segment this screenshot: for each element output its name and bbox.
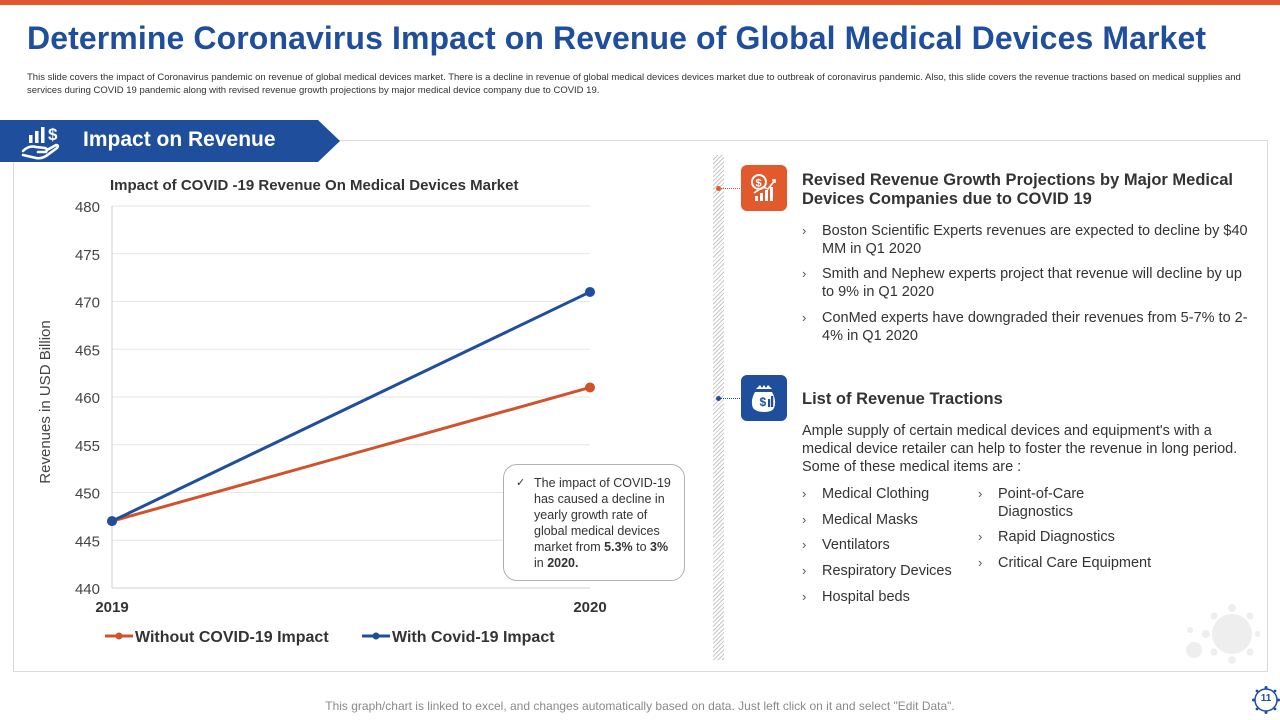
virus-decoration-icon (1186, 604, 1260, 664)
dollar-growth-chart-icon: $ (741, 165, 787, 211)
y-tick-label: 480 (75, 199, 100, 216)
connector-dot (716, 396, 721, 401)
impact-note-text: The impact of COVID-19 has caused a decl… (534, 476, 671, 570)
page-number: 11 (1260, 693, 1272, 704)
chart-legend: Without COVID-19 Impact With Covid-19 Imp… (105, 629, 555, 646)
list-item: › Respiratory Devices (802, 563, 952, 579)
y-tick-label: 465 (75, 342, 100, 359)
impact-note-callout: ✓ The impact of COVID-19 has caused a de… (503, 464, 685, 581)
y-tick-label: 470 (75, 295, 100, 312)
checkmark-icon: ✓ (516, 477, 526, 489)
connector-dot (716, 186, 721, 191)
list-item: › Point-of-Care Diagnostics (978, 486, 1085, 520)
series-line (111, 386, 591, 523)
chevron-right-icon: › (802, 563, 807, 578)
list-item: › Medical Clothing (802, 486, 930, 502)
page-title: Determine Coronavirus Impact on Revenue … (27, 20, 1207, 56)
chevron-right-icon: › (802, 266, 807, 281)
chevron-right-icon: › (802, 589, 807, 604)
data-point (107, 516, 117, 527)
list-item: › Medical Masks (802, 512, 918, 528)
x-tick-label: 2020 (573, 599, 606, 616)
data-point (585, 382, 595, 393)
y-tick-label: 450 (75, 486, 100, 503)
chevron-right-icon: › (802, 537, 807, 552)
chevron-right-icon: › (802, 512, 807, 527)
projections-heading: Revised Revenue Growth Projections by Ma… (802, 171, 1233, 208)
chevron-right-icon: › (802, 310, 807, 325)
chevron-right-icon: › (978, 555, 983, 570)
chart-gridlines (112, 205, 590, 541)
list-item: › Ventilators (802, 537, 890, 553)
y-tick-label: 460 (75, 390, 100, 407)
legend-label: Without COVID-19 Impact (135, 629, 329, 646)
footer-note: This graph/chart is linked to excel, and… (325, 699, 955, 713)
svg-text:$: $ (760, 395, 767, 409)
banner-label: Impact on Revenue (83, 128, 276, 151)
list-item: › Hospital beds (802, 589, 910, 605)
legend-swatch-marker (372, 632, 380, 640)
x-tick-label: 2019 (95, 599, 128, 616)
chart-series (107, 286, 595, 527)
chevron-right-icon: › (978, 529, 983, 544)
svg-text:$: $ (756, 178, 762, 190)
list-item: › Critical Care Equipment (978, 555, 1152, 571)
list-item: › Smith and Nephew experts project that … (802, 266, 1242, 300)
svg-text:$: $ (48, 125, 58, 144)
slide-description: This slide covers the impact of Coronavi… (27, 72, 1241, 96)
connector-line (718, 188, 740, 189)
y-tick-label: 440 (75, 581, 100, 598)
tractions-paragraph: Ample supply of certain medical devices … (802, 423, 1238, 475)
money-hand-icon: $ (19, 121, 63, 161)
connector-line (718, 398, 740, 399)
vertical-divider (713, 155, 724, 660)
money-bag-chart-icon: $ (741, 375, 787, 421)
list-item: › ConMed experts have downgraded their r… (802, 310, 1248, 344)
legend-label: With Covid-19 Impact (392, 629, 555, 646)
page-badge-icon (1252, 686, 1280, 714)
section-banner (0, 120, 340, 162)
content-frame (13, 140, 1268, 672)
x-tick-labels: 2019 2020 (95, 599, 606, 616)
list-item: › Rapid Diagnostics (978, 529, 1115, 545)
y-axis-label: Revenues in USD Billion (37, 320, 54, 483)
top-accent-bar (0, 0, 1280, 5)
list-item: › Boston Scientific Experts revenues are… (802, 223, 1248, 257)
data-point (585, 286, 595, 297)
chevron-right-icon: › (802, 486, 807, 501)
legend-swatch-marker (115, 632, 123, 640)
chevron-right-icon: › (978, 486, 983, 501)
y-tick-label: 445 (75, 533, 100, 550)
y-tick-labels: 440 445 450 455 460 465 470 475 480 (75, 199, 100, 598)
tractions-heading: List of Revenue Tractions (802, 390, 1003, 408)
series-line (111, 290, 591, 523)
chevron-right-icon: › (802, 223, 807, 238)
y-tick-label: 455 (75, 438, 100, 455)
y-tick-label: 475 (75, 247, 100, 264)
revenue-line-chart[interactable]: 440 445 450 455 460 465 470 475 480 2019 2020 Imp… (0, 0, 700, 680)
chart-title: Impact of COVID -19 Revenue On Medical D… (110, 177, 518, 194)
